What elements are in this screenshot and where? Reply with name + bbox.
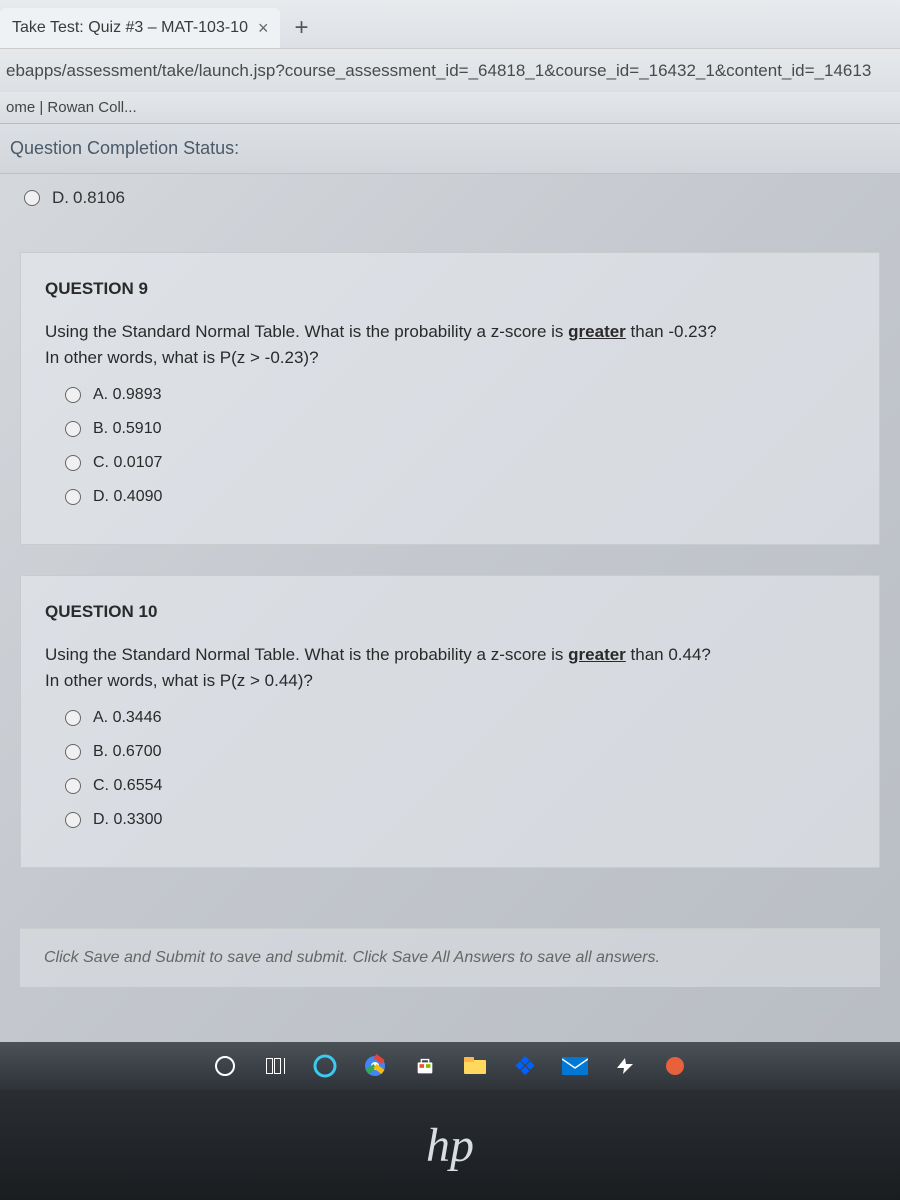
store-icon[interactable] — [408, 1049, 442, 1083]
question-10-block: QUESTION 10 Using the Standard Normal Ta… — [20, 575, 880, 868]
q9-option-c[interactable]: C. 0.0107 — [21, 446, 879, 480]
url-bar[interactable]: ebapps/assessment/take/launch.jsp?course… — [0, 48, 900, 92]
radio-icon[interactable] — [65, 455, 81, 471]
option-label: A. 0.3446 — [93, 709, 162, 727]
tab-title: Take Test: Quiz #3 – MAT-103-10 — [12, 19, 248, 37]
question-9-title: QUESTION 9 — [21, 253, 879, 319]
power-icon[interactable] — [608, 1049, 642, 1083]
hp-logo: hp — [426, 1118, 474, 1173]
radio-icon[interactable] — [24, 190, 40, 206]
radio-icon[interactable] — [65, 710, 81, 726]
option-label: B. 0.6700 — [93, 743, 162, 761]
option-label: D. 0.3300 — [93, 811, 162, 829]
option-label: C. 0.0107 — [93, 454, 162, 472]
page-content: Question Completion Status: D. 0.8106 QU… — [0, 124, 900, 987]
laptop-bezel: hp — [0, 1090, 900, 1200]
radio-icon[interactable] — [65, 489, 81, 505]
option-value: 0.8106 — [73, 188, 125, 208]
q9-option-a[interactable]: A. 0.9893 — [21, 378, 879, 412]
radio-icon[interactable] — [65, 744, 81, 760]
screen-area: Take Test: Quiz #3 – MAT-103-10 × + ebap… — [0, 0, 900, 1090]
q10-option-a[interactable]: A. 0.3446 — [21, 701, 879, 735]
new-tab-button[interactable]: + — [280, 8, 322, 48]
option-label: B. 0.5910 — [93, 420, 162, 438]
app-icon[interactable] — [658, 1049, 692, 1083]
q9-option-b[interactable]: B. 0.5910 — [21, 412, 879, 446]
q9-option-d[interactable]: D. 0.4090 — [21, 480, 879, 514]
file-explorer-icon[interactable] — [458, 1049, 492, 1083]
cortana-icon[interactable] — [208, 1049, 242, 1083]
close-icon[interactable]: × — [258, 18, 269, 39]
radio-icon[interactable] — [65, 778, 81, 794]
q10-option-b[interactable]: B. 0.6700 — [21, 735, 879, 769]
option-letter: D. — [52, 188, 69, 208]
option-label: C. 0.6554 — [93, 777, 162, 795]
url-text: ebapps/assessment/take/launch.jsp?course… — [6, 61, 871, 81]
task-view-icon[interactable] — [258, 1049, 292, 1083]
submit-instructions: Click Save and Submit to save and submit… — [20, 928, 880, 987]
windows-taskbar: ❖ — [0, 1042, 900, 1090]
dropbox-icon[interactable]: ❖ — [508, 1049, 542, 1083]
question-10-title: QUESTION 10 — [21, 576, 879, 642]
mail-icon[interactable] — [558, 1049, 592, 1083]
completion-status-label: Question Completion Status: — [0, 124, 900, 174]
question-10-text: Using the Standard Normal Table. What is… — [21, 642, 879, 701]
option-label: A. 0.9893 — [93, 386, 162, 404]
radio-icon[interactable] — [65, 387, 81, 403]
q10-option-d[interactable]: D. 0.3300 — [21, 803, 879, 837]
browser-tab[interactable]: Take Test: Quiz #3 – MAT-103-10 × — [0, 8, 280, 48]
browser-tab-bar: Take Test: Quiz #3 – MAT-103-10 × + — [0, 0, 900, 48]
q10-option-c[interactable]: C. 0.6554 — [21, 769, 879, 803]
bookmark-bar: ome | Rowan Coll... — [0, 92, 900, 124]
radio-icon[interactable] — [65, 812, 81, 828]
question-9-text: Using the Standard Normal Table. What is… — [21, 319, 879, 378]
chrome-icon[interactable] — [358, 1049, 392, 1083]
option-label: D. 0.4090 — [93, 488, 162, 506]
question-9-block: QUESTION 9 Using the Standard Normal Tab… — [20, 252, 880, 545]
radio-icon[interactable] — [65, 421, 81, 437]
edge-icon[interactable] — [308, 1049, 342, 1083]
previous-option-d[interactable]: D. 0.8106 — [0, 174, 900, 222]
bookmark-item[interactable]: ome | Rowan Coll... — [6, 99, 137, 116]
